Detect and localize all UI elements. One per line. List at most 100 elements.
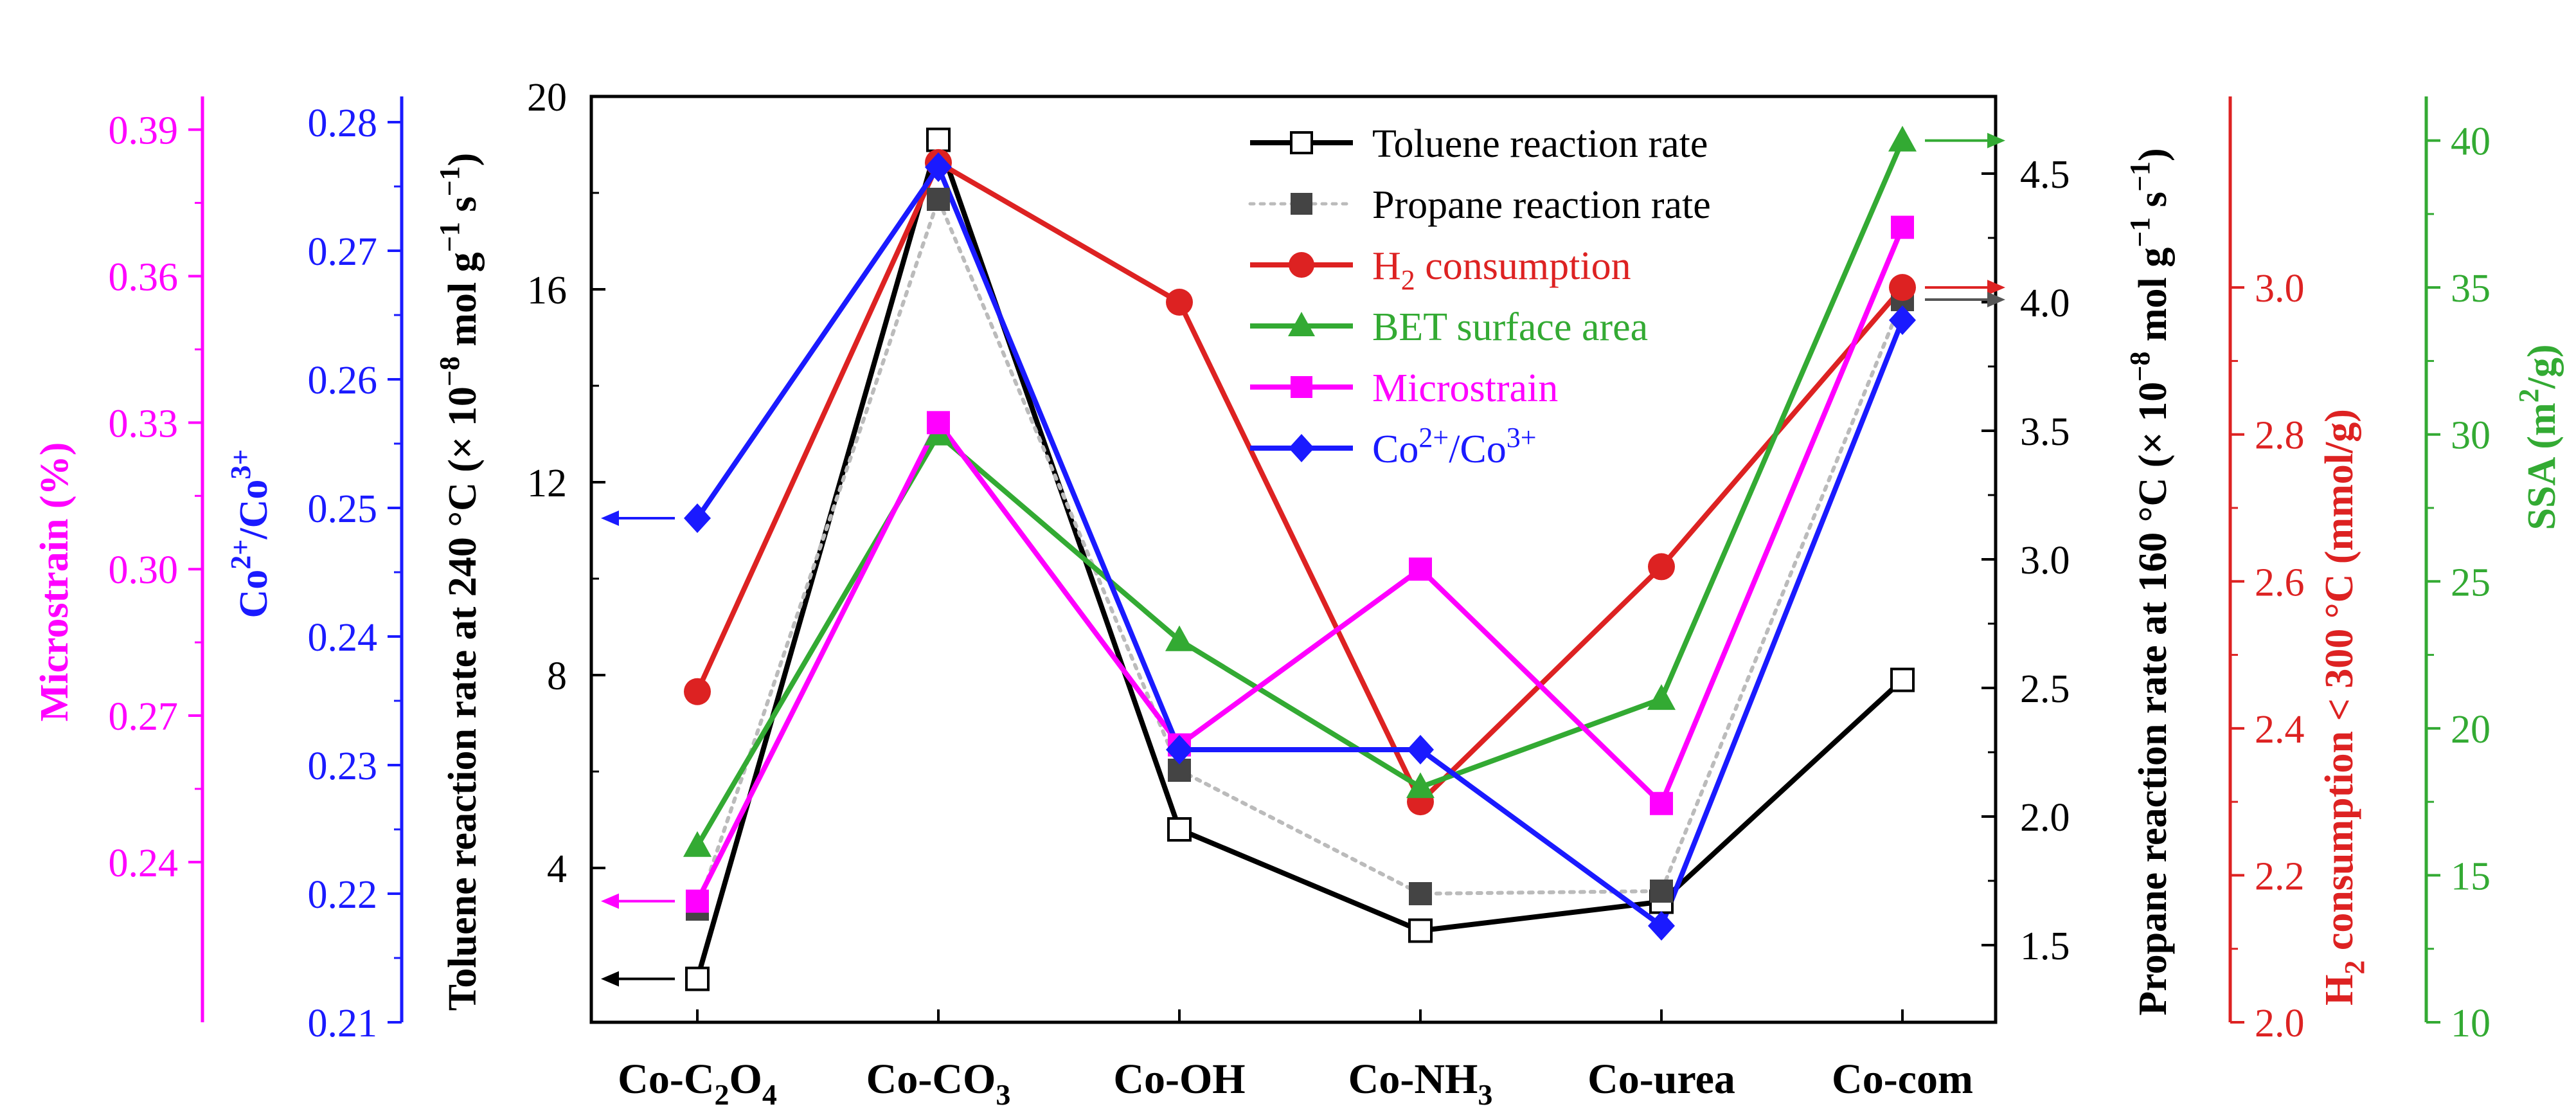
propane-tick-label: 4.0 (2020, 282, 2070, 325)
h2-tick-label: 2.4 (2255, 708, 2305, 752)
co-ratio-tick-label: 0.24 (308, 616, 378, 660)
co-ratio-marker (1889, 305, 1916, 335)
series-markers (683, 125, 1917, 991)
h2-tick-label: 2.2 (2255, 854, 2305, 898)
ssa-tick-label: 20 (2451, 708, 2491, 752)
ssa-tick-label: 40 (2451, 120, 2491, 164)
toluene-marker (1167, 817, 1192, 842)
co-ratio-marker (1648, 911, 1675, 941)
co-ratio-tick-label: 0.28 (308, 102, 378, 145)
h2-marker (1889, 274, 1916, 302)
microstrain-tick-label: 0.30 (109, 548, 179, 592)
h2-marker (684, 678, 711, 705)
microstrain-tick-label: 0.39 (109, 109, 179, 153)
bet-marker (1406, 772, 1435, 799)
propane-tick-label: 4.5 (2020, 153, 2070, 197)
toluene-series-line (695, 137, 1904, 980)
x-tick-label: Co-OH (1113, 1056, 1245, 1103)
toluene-tick-label: 16 (527, 269, 567, 312)
toluene-marker (1408, 918, 1433, 943)
h2-axis: H2 consumption < 300 °C (mmol/g) 2.0 2.2 2… (2228, 96, 2370, 1045)
propane-tick-label: 2.0 (2020, 796, 2070, 840)
toluene-marker (1890, 667, 1915, 692)
toluene-marker (685, 966, 710, 991)
h2-marker (1166, 289, 1193, 316)
propane-tick-label: 1.5 (2020, 925, 2070, 968)
propane-marker (1409, 882, 1432, 905)
propane-series-line (695, 197, 1904, 911)
microstrain-marker (686, 889, 709, 913)
microstrain-legend-marker (1291, 376, 1312, 398)
h2-tick-label: 2.0 (2255, 1002, 2305, 1045)
h2-marker (1648, 553, 1675, 581)
microstrain-legend-label: Microstrain (1372, 366, 1558, 410)
co-ratio-axis-title: Co2+/Co3+ (225, 449, 276, 619)
x-tick-label: Co-NH3 (1348, 1056, 1493, 1111)
h2-legend-marker (1289, 252, 1314, 278)
toluene-tick-label: 8 (547, 655, 567, 698)
ssa-tick-label: 35 (2451, 267, 2491, 311)
x-tick-label: Co-CO3 (866, 1056, 1011, 1111)
toluene-axis: Toluene reaction rate at 240 °C (× 10−8 … (434, 76, 605, 1011)
ssa-tick-label: 25 (2451, 561, 2491, 604)
h2-axis-title: H2 consumption < 300 °C (mmol/g) (2318, 409, 2370, 1006)
plot-frame (589, 95, 1998, 1024)
x-tick-label: Co-com (1832, 1056, 1973, 1103)
series-lines (695, 137, 1905, 980)
co-ratio-series-line (695, 165, 1905, 928)
microstrain-tick-label: 0.24 (109, 842, 179, 885)
h2-tick-label: 2.8 (2255, 414, 2305, 458)
propane-axis: Propane reaction rate at 160 °C (× 10−8 … (1981, 148, 2175, 1016)
co-ratio-axis-arrow-head (601, 510, 619, 526)
toluene-legend-label: Toluene reaction rate (1372, 122, 1708, 166)
propane-axis-arrow-head (1987, 292, 2005, 307)
bet-legend-marker (1288, 312, 1315, 336)
toluene-tick-label: 4 (547, 847, 567, 891)
ssa-tick-label: 30 (2451, 414, 2491, 458)
ssa-tick-label: 15 (2451, 854, 2491, 898)
x-tick-label: Co-urea (1588, 1056, 1735, 1103)
co-ratio-legend-marker (1289, 434, 1314, 462)
toluene-marker (926, 127, 951, 152)
microstrain-tick-label: 0.33 (109, 402, 179, 446)
h2-legend-label: H2 consumption (1372, 244, 1631, 296)
co-ratio-marker (1407, 735, 1434, 764)
propane-tick-label: 2.5 (2020, 667, 2070, 711)
axis-arrows (601, 132, 2005, 987)
bet-marker (1165, 625, 1194, 651)
h2-axis-arrow-head (1987, 280, 2005, 296)
co-ratio-tick-label: 0.27 (308, 230, 378, 274)
microstrain-tick-label: 0.27 (109, 695, 179, 739)
toluene-tick-label: 12 (527, 462, 567, 505)
microstrain-axis-title: Microstrain (%) (33, 442, 76, 721)
co-ratio-legend-label: Co2+/Co3+ (1372, 422, 1537, 471)
microstrain-axis-arrow-head (601, 893, 619, 909)
bet-legend-label: BET surface area (1372, 305, 1648, 349)
microstrain-marker (1650, 791, 1673, 815)
co-ratio-tick-label: 0.25 (308, 487, 378, 531)
bet-marker (1647, 684, 1676, 710)
microstrain-tick-label: 0.36 (109, 255, 179, 299)
propane-legend-marker (1291, 193, 1312, 215)
toluene-axis-arrow-head (601, 971, 619, 987)
co-ratio-tick-label: 0.26 (308, 359, 378, 402)
co-ratio-marker (684, 503, 711, 533)
propane-marker (1650, 880, 1673, 903)
toluene-tick-label: 20 (527, 76, 567, 120)
co-ratio-axis: Co2+/Co3+ 0.21 0.22 0.23 0.24 0.25 0.26 0.27 0.… (225, 96, 404, 1045)
x-tick-label: Co-C2O4 (618, 1056, 777, 1111)
co-ratio-tick-label: 0.23 (308, 745, 378, 788)
bet-marker (1888, 125, 1917, 152)
co-ratio-tick-label: 0.22 (308, 873, 378, 917)
propane-legend-label: Propane reaction rate (1372, 183, 1711, 227)
h2-tick-label: 3.0 (2255, 267, 2305, 311)
microstrain-axis: Microstrain (%) 0.24 0.27 0.30 0.33 0.36 0.39 (33, 96, 204, 1022)
propane-tick-label: 3.0 (2020, 539, 2070, 583)
co-ratio-marker (1166, 735, 1193, 764)
toluene-legend-marker (1290, 131, 1313, 154)
toluene-axis-title: Toluene reaction rate at 240 °C (× 10−8 … (434, 153, 485, 1011)
propane-marker (927, 188, 950, 211)
microstrain-marker (1891, 215, 1914, 239)
co-ratio-marker (925, 152, 952, 182)
